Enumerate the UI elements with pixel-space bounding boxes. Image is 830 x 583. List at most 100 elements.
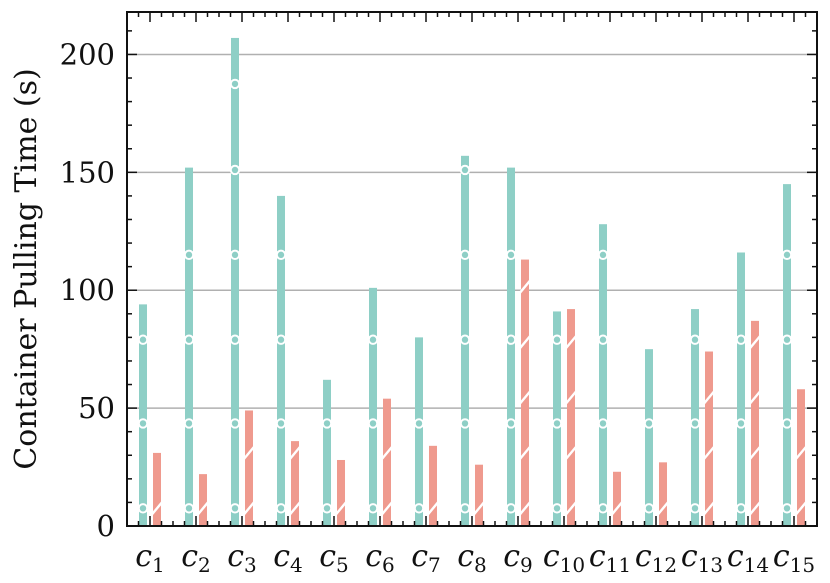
hatch-circle — [459, 334, 471, 345]
bar-series-1 — [231, 37, 239, 526]
hatch-circle — [781, 503, 793, 514]
hatch-circle — [413, 503, 425, 514]
hatch-circle — [735, 334, 747, 345]
bar-series-2 — [153, 452, 161, 526]
bar-series-1 — [599, 224, 607, 526]
hatch-circle — [275, 334, 287, 345]
hatch-slash — [565, 446, 577, 460]
y-tick-labels: 0 50 100 150 200 — [60, 37, 115, 543]
hatch-circle — [183, 503, 195, 514]
hatch-circle — [643, 503, 655, 514]
y-tick-label: 200 — [60, 37, 115, 71]
hatch-circle — [275, 503, 287, 514]
hatch-circle — [597, 503, 609, 514]
hatch-slash — [749, 446, 761, 460]
hatch-circle — [367, 418, 379, 429]
hatch-slash — [381, 446, 393, 460]
bar-series-2 — [705, 351, 713, 526]
bar-series-2 — [659, 462, 667, 526]
hatch-slash — [289, 446, 301, 460]
bar-series-2 — [429, 445, 437, 526]
hatch-slash — [519, 390, 531, 405]
bar-series-2 — [245, 410, 253, 526]
x-tick-label: c3 — [227, 539, 257, 577]
hatch-slash — [657, 501, 669, 516]
bar-series-2 — [567, 309, 575, 526]
hatch-circle — [459, 249, 471, 261]
hatch-slash — [795, 446, 807, 460]
x-tick-labels: c1 c2 c3 c4 c5 c6 c7 c8 c9 c10 c11 c12 c13 c14 c15 — [135, 539, 815, 577]
hatch-circle — [459, 164, 471, 176]
hatch-circle — [321, 503, 333, 514]
hatch-circle — [551, 418, 563, 429]
hatch-slash — [519, 501, 531, 516]
hatch-circle — [597, 418, 609, 429]
hatch-circle — [413, 418, 425, 429]
bar-series-1 — [369, 287, 377, 526]
hatch-circle — [321, 418, 333, 429]
hatch-circle — [781, 334, 793, 345]
y-axis-title: Container Pulling Time (s) — [9, 68, 44, 469]
hatch-circle — [689, 503, 701, 514]
hatch-circle — [505, 503, 517, 514]
hatch-slash — [565, 390, 577, 405]
x-tick-label: c15 — [773, 539, 815, 577]
y-tick-label: 100 — [60, 273, 115, 307]
hatch-slash — [703, 390, 715, 405]
hatch-circle — [137, 418, 149, 429]
x-tick-label: c12 — [635, 539, 677, 577]
bar-series-1 — [461, 155, 469, 526]
hatch-circle — [735, 418, 747, 429]
hatch-circle — [183, 249, 195, 261]
hatch-circle — [229, 503, 241, 514]
hatch-circle — [229, 334, 241, 345]
x-tick-label: c9 — [503, 539, 533, 577]
bar-series-1 — [737, 252, 745, 526]
bar-series-1 — [185, 167, 193, 526]
hatch-slash — [335, 501, 347, 516]
bar-series-1 — [277, 195, 285, 526]
hatch-slash — [243, 501, 255, 516]
hatch-circle — [597, 334, 609, 345]
bar-series-2 — [337, 459, 345, 526]
bar-series-1 — [139, 304, 147, 526]
hatch-circle — [781, 418, 793, 429]
hatch-circle — [459, 418, 471, 429]
grid-lines — [127, 53, 817, 409]
hatch-slash — [197, 501, 209, 516]
hatch-slash — [749, 335, 761, 349]
hatch-circle — [275, 418, 287, 429]
hatch-slash — [749, 501, 761, 516]
bar-series-2 — [199, 474, 207, 526]
y-tick-label: 50 — [78, 391, 115, 425]
y-tick-label: 0 — [97, 509, 115, 543]
x-tick-label: c8 — [457, 539, 487, 577]
hatch-circle — [505, 418, 517, 429]
hatch-slash — [519, 446, 531, 460]
hatch-slash — [243, 446, 255, 460]
bar-series-2 — [613, 471, 621, 526]
bar-series-1 — [323, 379, 331, 526]
hatch-circle — [229, 418, 241, 429]
hatch-circle — [229, 78, 241, 90]
bar-series-1 — [645, 349, 653, 526]
x-tick-label: c13 — [681, 539, 723, 577]
bar-series-1 — [507, 167, 515, 526]
hatch-circle — [551, 503, 563, 514]
hatch-slash — [427, 501, 439, 516]
hatch-circle — [735, 503, 747, 514]
hatch-slash — [519, 335, 531, 349]
x-tick-label: c14 — [727, 539, 769, 577]
x-tick-label: c2 — [181, 539, 211, 577]
x-tick-label: c11 — [589, 539, 631, 577]
hatch-slash — [795, 501, 807, 516]
hatch-slash — [381, 501, 393, 516]
hatch-circle — [183, 418, 195, 429]
hatch-circle — [229, 249, 241, 261]
x-tick-label: c10 — [543, 539, 585, 577]
hatch-slash — [473, 501, 485, 516]
x-tick-label: c4 — [273, 539, 303, 577]
bar-series-2 — [751, 320, 759, 526]
x-tick-label: c6 — [365, 539, 395, 577]
